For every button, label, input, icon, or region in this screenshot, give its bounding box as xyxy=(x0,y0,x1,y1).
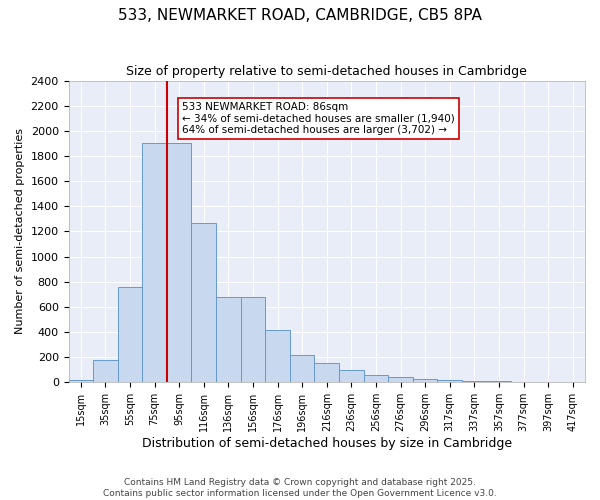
Bar xyxy=(216,297,241,382)
Bar xyxy=(118,287,142,382)
Bar xyxy=(462,381,487,382)
Bar xyxy=(314,364,339,382)
Bar xyxy=(93,360,118,382)
Text: 533 NEWMARKET ROAD: 86sqm
← 34% of semi-detached houses are smaller (1,940)
64% : 533 NEWMARKET ROAD: 86sqm ← 34% of semi-… xyxy=(182,102,455,135)
Bar xyxy=(413,378,437,382)
Bar xyxy=(265,330,290,382)
Y-axis label: Number of semi-detached properties: Number of semi-detached properties xyxy=(15,128,25,334)
Text: Contains HM Land Registry data © Crown copyright and database right 2025.
Contai: Contains HM Land Registry data © Crown c… xyxy=(103,478,497,498)
Bar xyxy=(487,381,511,382)
Bar xyxy=(191,222,216,382)
Bar xyxy=(241,297,265,382)
Title: Size of property relative to semi-detached houses in Cambridge: Size of property relative to semi-detach… xyxy=(127,65,527,78)
Bar xyxy=(339,370,364,382)
Bar xyxy=(68,380,93,382)
X-axis label: Distribution of semi-detached houses by size in Cambridge: Distribution of semi-detached houses by … xyxy=(142,437,512,450)
Bar xyxy=(142,144,167,382)
Bar xyxy=(388,378,413,382)
Bar xyxy=(437,380,462,382)
Bar xyxy=(364,375,388,382)
Text: 533, NEWMARKET ROAD, CAMBRIDGE, CB5 8PA: 533, NEWMARKET ROAD, CAMBRIDGE, CB5 8PA xyxy=(118,8,482,22)
Bar xyxy=(290,354,314,382)
Bar xyxy=(167,144,191,382)
